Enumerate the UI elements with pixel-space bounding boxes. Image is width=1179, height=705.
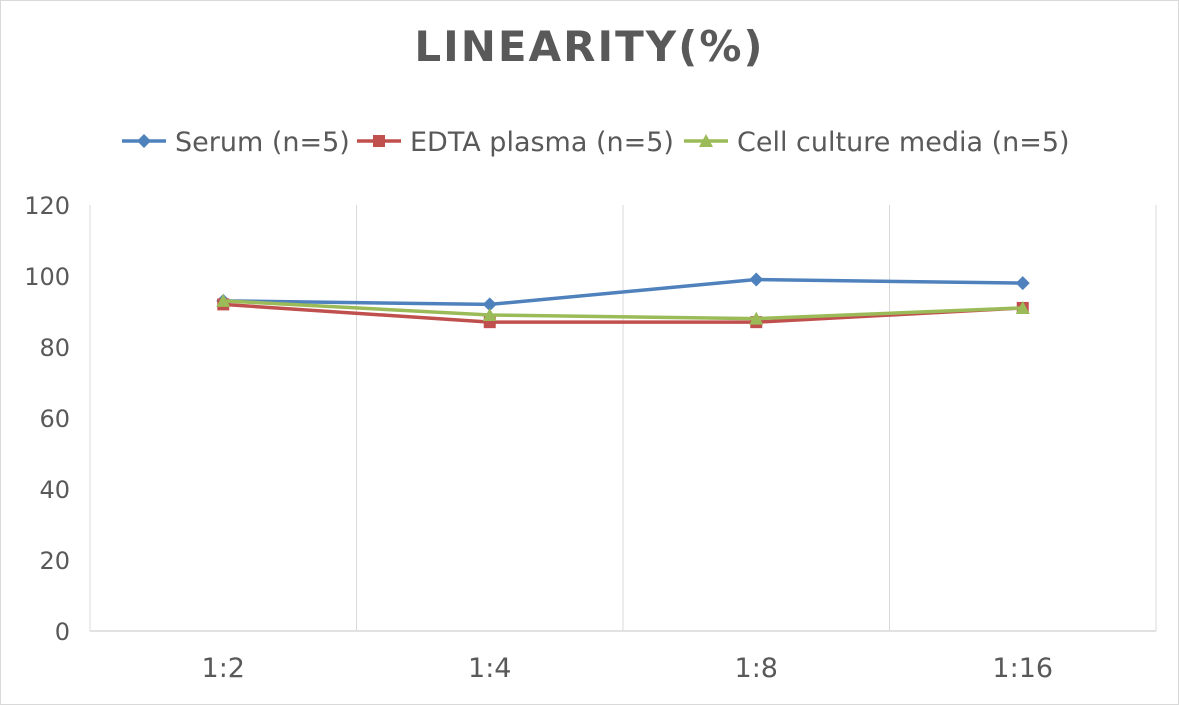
x-tick-label: 1:16 <box>992 653 1053 684</box>
legend-marker <box>137 134 151 148</box>
data-point <box>1015 276 1030 291</box>
axes: 0 20 40 60 80 100 120 1:2 1:4 1:8 1:16 <box>24 192 1156 684</box>
y-tick-label: 40 <box>39 476 70 504</box>
chart-title: LINEARITY(%) <box>414 22 765 71</box>
data-point <box>216 293 231 307</box>
legend-label: EDTA plasma (n=5) <box>410 127 674 158</box>
y-tick-label: 120 <box>24 192 70 220</box>
data-point <box>482 297 497 312</box>
legend-item: Serum (n=5) <box>122 127 350 158</box>
series-line <box>223 299 1023 321</box>
x-tick-label: 1:8 <box>735 653 778 684</box>
y-tick-label: 60 <box>39 405 70 433</box>
series-line <box>223 277 1023 307</box>
data-point <box>1015 300 1030 314</box>
chart-legend: Serum (n=5) EDTA plasma (n=5) Cell culture… <box>122 127 1070 158</box>
legend-label: Cell culture media (n=5) <box>737 127 1070 158</box>
x-tick-label: 1:2 <box>202 653 245 684</box>
series-group <box>216 272 1030 312</box>
x-tick-label: 1:4 <box>468 653 511 684</box>
series-layer <box>216 272 1030 329</box>
series-line <box>223 302 1023 324</box>
gridlines <box>89 205 1157 631</box>
y-tick-label: 0 <box>55 618 70 646</box>
data-point <box>749 272 764 287</box>
y-tick-label: 100 <box>24 263 70 291</box>
y-tick-label: 20 <box>39 547 70 575</box>
legend-item: Cell culture media (n=5) <box>684 127 1070 158</box>
data-point <box>749 311 764 325</box>
legend-marker <box>699 134 713 147</box>
legend-marker <box>373 135 385 147</box>
y-tick-label: 80 <box>39 334 70 362</box>
series-group <box>216 293 1030 325</box>
legend-label: Serum (n=5) <box>175 127 350 158</box>
data-point <box>482 308 497 322</box>
legend-item: EDTA plasma (n=5) <box>357 127 674 158</box>
